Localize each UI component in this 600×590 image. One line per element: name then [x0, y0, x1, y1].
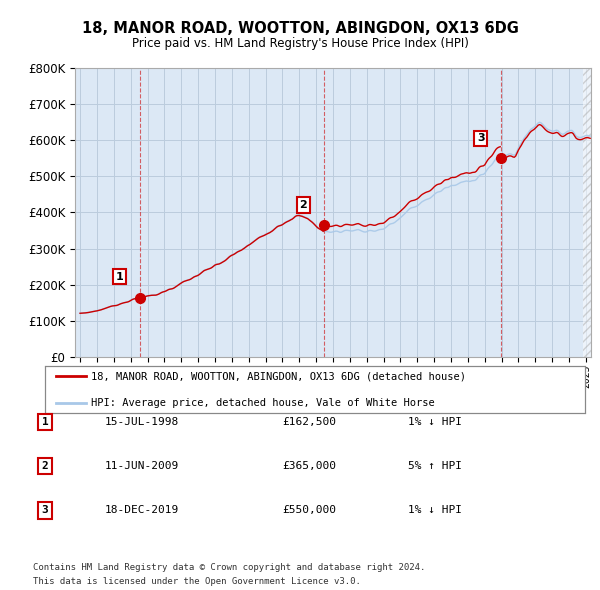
Text: 11-JUN-2009: 11-JUN-2009: [105, 461, 179, 471]
Text: 1% ↓ HPI: 1% ↓ HPI: [408, 506, 462, 515]
Text: 3: 3: [41, 506, 49, 515]
Text: 18-DEC-2019: 18-DEC-2019: [105, 506, 179, 515]
Text: 18, MANOR ROAD, WOOTTON, ABINGDON, OX13 6DG: 18, MANOR ROAD, WOOTTON, ABINGDON, OX13 …: [82, 21, 518, 35]
Text: Price paid vs. HM Land Registry's House Price Index (HPI): Price paid vs. HM Land Registry's House …: [131, 37, 469, 50]
Text: 15-JUL-1998: 15-JUL-1998: [105, 417, 179, 427]
Text: £365,000: £365,000: [282, 461, 336, 471]
Text: Contains HM Land Registry data © Crown copyright and database right 2024.: Contains HM Land Registry data © Crown c…: [33, 563, 425, 572]
Text: This data is licensed under the Open Government Licence v3.0.: This data is licensed under the Open Gov…: [33, 577, 361, 586]
Text: £550,000: £550,000: [282, 506, 336, 515]
Text: 2: 2: [299, 200, 307, 210]
Text: 1% ↓ HPI: 1% ↓ HPI: [408, 417, 462, 427]
Text: 3: 3: [477, 133, 485, 143]
Text: 18, MANOR ROAD, WOOTTON, ABINGDON, OX13 6DG (detached house): 18, MANOR ROAD, WOOTTON, ABINGDON, OX13 …: [91, 371, 466, 381]
Text: 5% ↑ HPI: 5% ↑ HPI: [408, 461, 462, 471]
Text: 1: 1: [116, 271, 124, 281]
Text: 1: 1: [41, 417, 49, 427]
Text: 2: 2: [41, 461, 49, 471]
Text: HPI: Average price, detached house, Vale of White Horse: HPI: Average price, detached house, Vale…: [91, 398, 434, 408]
Text: £162,500: £162,500: [282, 417, 336, 427]
